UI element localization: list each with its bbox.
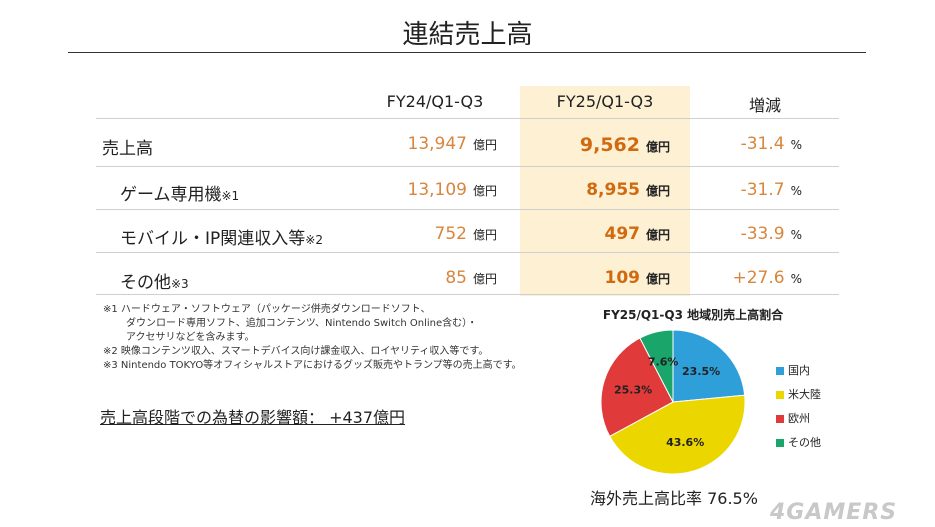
row-label-other: その他※3: [120, 273, 189, 293]
legend-label: 国内: [788, 364, 810, 377]
change-dedicated-console: -31.7%: [740, 180, 802, 200]
watermark-logo: 4GAMERS: [770, 500, 898, 525]
legend-swatch: [776, 439, 784, 447]
row-divider: [96, 209, 839, 210]
legend-label: 欧州: [788, 412, 810, 425]
pie-slice-1: [672, 329, 746, 403]
footnote-1: ※1 ハードウェア・ソフトウェア（パッケージ併売ダウンロードソフト、: [103, 304, 431, 315]
header-fy25: FY25/Q1-Q3: [556, 92, 654, 111]
legend-swatch: [776, 415, 784, 423]
fy25-column-highlight: [520, 86, 690, 296]
change-other: +27.6%: [732, 268, 802, 288]
row-label-dedicated-console: ゲーム専用機※1: [120, 185, 240, 205]
row-divider: [96, 294, 839, 295]
pie-data-label: 23.5%: [682, 365, 720, 378]
footnote-1-cont: ダウンロード専用ソフト、追加コンテンツ、Nintendo Switch Onli…: [126, 318, 478, 329]
page-title: 連結売上高: [402, 20, 533, 50]
pie-slice-3: [600, 337, 674, 437]
pie-data-label: 25.3%: [614, 384, 652, 397]
pie-slice-2: [609, 394, 746, 475]
pie-data-label: 43.6%: [666, 436, 704, 449]
pie-slice-4: [639, 329, 674, 403]
row-divider: [96, 166, 839, 167]
legend-item: 国内: [776, 362, 810, 378]
footnote-1-cont: アクセサリなどを含みます。: [126, 332, 255, 343]
row-label-mobile-ip: モバイル・IP関連収入等※2: [120, 229, 323, 249]
legend-label: その他: [788, 436, 821, 449]
legend-item: 米大陸: [776, 386, 821, 402]
row-label-sales: 売上高: [102, 139, 153, 159]
row-divider: [96, 118, 839, 119]
pie-chart: 23.5% 43.6% 25.3% 7.6%: [600, 329, 746, 475]
change-sales: -31.4%: [740, 134, 802, 154]
row-divider: [96, 252, 839, 253]
overseas-ratio: 海外売上高比率 76.5%: [590, 489, 758, 508]
fx-impact: 売上高段階での為替の影響額： +437億円: [100, 408, 406, 427]
legend-swatch: [776, 391, 784, 399]
fy25-mobile-ip: 497 億円: [604, 224, 670, 244]
legend-item: その他: [776, 434, 821, 450]
footnote-3: ※3 Nintendo TOKYO等オフィシャルストアにおけるグッズ販売やトラン…: [103, 360, 522, 371]
legend-label: 米大陸: [788, 388, 821, 401]
header-fy24: FY24/Q1-Q3: [386, 92, 484, 111]
fy25-other: 109 億円: [604, 268, 670, 288]
pie-data-label: 7.6%: [648, 355, 679, 368]
header-change: 増減: [748, 96, 781, 115]
legend-swatch: [776, 367, 784, 375]
fy25-sales: 9,562 億円: [579, 134, 670, 156]
change-mobile-ip: -33.9%: [740, 224, 802, 244]
legend-item: 欧州: [776, 410, 810, 426]
title-divider: [68, 52, 866, 53]
footnote-2: ※2 映像コンテンツ収入、スマートデバイス向け課金収入、ロイヤリティ収入等です。: [103, 346, 489, 357]
fy24-sales: 13,947 億円: [407, 134, 498, 154]
fy24-mobile-ip: 752 億円: [434, 224, 497, 244]
fy25-dedicated-console: 8,955 億円: [586, 180, 670, 200]
chart-title: FY25/Q1-Q3 地域別売上高割合: [602, 308, 784, 322]
fy24-dedicated-console: 13,109 億円: [407, 180, 498, 200]
fy24-other: 85 億円: [445, 268, 497, 288]
